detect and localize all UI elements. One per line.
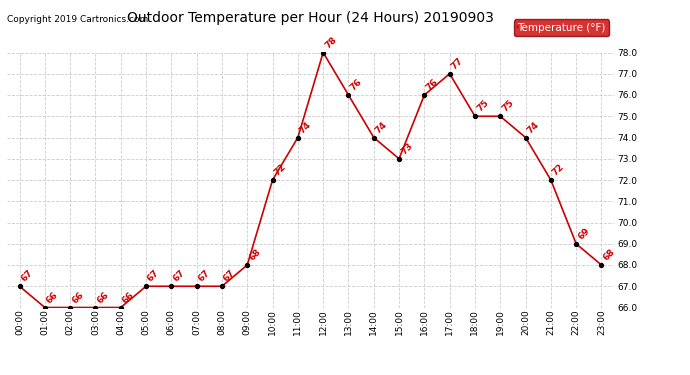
- Text: 75: 75: [475, 98, 490, 114]
- Point: [65, 304, 76, 310]
- Text: 76: 76: [348, 77, 364, 93]
- Point: [141, 283, 152, 289]
- Point: [343, 92, 354, 98]
- Text: 66: 66: [70, 290, 86, 305]
- Point: [191, 283, 202, 289]
- Point: [571, 241, 582, 247]
- Point: [317, 50, 328, 55]
- Text: 76: 76: [424, 77, 440, 93]
- Text: 67: 67: [222, 268, 237, 284]
- Point: [368, 135, 380, 141]
- Text: 74: 74: [298, 120, 313, 135]
- Point: [393, 156, 404, 162]
- Text: 66: 66: [95, 290, 110, 305]
- Point: [520, 135, 531, 141]
- Text: 68: 68: [602, 247, 617, 262]
- Point: [217, 283, 228, 289]
- Point: [241, 262, 253, 268]
- Text: 68: 68: [247, 247, 262, 262]
- Point: [596, 262, 607, 268]
- Point: [469, 113, 480, 119]
- Text: 77: 77: [450, 56, 465, 71]
- Text: 72: 72: [551, 162, 566, 177]
- Text: 74: 74: [374, 120, 389, 135]
- Text: 66: 66: [45, 290, 60, 305]
- Point: [419, 92, 430, 98]
- Point: [166, 283, 177, 289]
- Point: [545, 177, 556, 183]
- Text: 67: 67: [146, 268, 161, 284]
- Point: [267, 177, 278, 183]
- Text: Outdoor Temperature per Hour (24 Hours) 20190903: Outdoor Temperature per Hour (24 Hours) …: [127, 11, 494, 25]
- Text: 67: 67: [19, 268, 34, 284]
- Point: [39, 304, 50, 310]
- Point: [90, 304, 101, 310]
- Point: [115, 304, 126, 310]
- Point: [444, 71, 455, 77]
- Text: Copyright 2019 Cartronics.com: Copyright 2019 Cartronics.com: [7, 15, 148, 24]
- Text: 67: 67: [171, 268, 186, 284]
- Text: 67: 67: [197, 268, 212, 284]
- Legend: Temperature (°F): Temperature (°F): [514, 20, 609, 36]
- Point: [495, 113, 506, 119]
- Text: 78: 78: [323, 34, 338, 50]
- Text: 69: 69: [576, 226, 591, 241]
- Text: 72: 72: [273, 162, 288, 177]
- Point: [293, 135, 304, 141]
- Text: 73: 73: [399, 141, 414, 156]
- Point: [14, 283, 25, 289]
- Text: 75: 75: [500, 98, 515, 114]
- Text: 66: 66: [121, 290, 136, 305]
- Text: 74: 74: [526, 120, 541, 135]
